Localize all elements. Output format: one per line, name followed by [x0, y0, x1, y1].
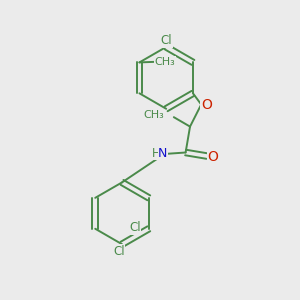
Text: O: O	[201, 98, 212, 112]
Text: H: H	[152, 147, 161, 160]
Text: O: O	[207, 150, 218, 164]
Text: N: N	[158, 147, 168, 160]
Text: Cl: Cl	[160, 34, 172, 47]
Text: CH₃: CH₃	[155, 57, 176, 67]
Text: CH₃: CH₃	[144, 110, 164, 120]
Text: Cl: Cl	[129, 221, 141, 234]
Text: Cl: Cl	[113, 245, 125, 258]
